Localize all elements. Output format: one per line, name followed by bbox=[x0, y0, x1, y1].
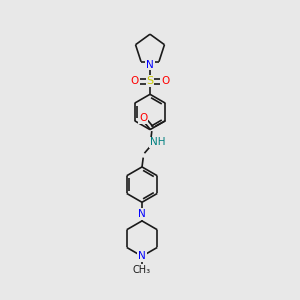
Text: N: N bbox=[138, 209, 146, 219]
Text: N: N bbox=[138, 251, 146, 261]
Text: O: O bbox=[161, 76, 169, 86]
Text: CH₃: CH₃ bbox=[133, 265, 151, 275]
Text: S: S bbox=[146, 76, 154, 86]
Text: O: O bbox=[131, 76, 139, 86]
Text: O: O bbox=[139, 113, 147, 123]
Text: NH: NH bbox=[150, 137, 165, 147]
Text: N: N bbox=[146, 60, 154, 70]
